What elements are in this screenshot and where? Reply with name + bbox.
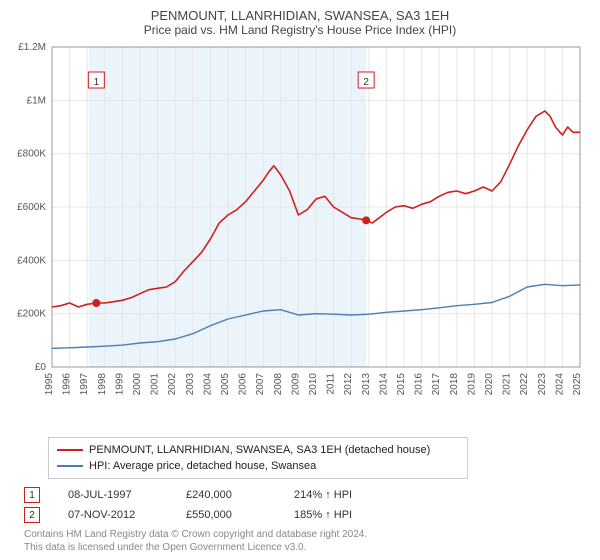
svg-text:£1.2M: £1.2M [18,42,46,53]
svg-text:£400K: £400K [17,255,46,266]
svg-text:£200K: £200K [17,309,46,320]
footnote-line: This data is licensed under the Open Gov… [24,542,588,555]
sale-date: 08-JUL-1997 [68,489,158,501]
sale-date: 07-NOV-2012 [68,509,158,521]
legend-swatch [57,449,83,451]
svg-text:2000: 2000 [132,373,143,396]
svg-text:2015: 2015 [396,373,407,396]
svg-text:£800K: £800K [17,149,46,160]
svg-text:2021: 2021 [502,373,513,396]
svg-text:2010: 2010 [308,373,319,396]
legend-label: PENMOUNT, LLANRHIDIAN, SWANSEA, SA3 1EH … [89,444,430,456]
svg-text:2020: 2020 [484,373,495,396]
sale-marker: 1 [24,487,40,503]
svg-text:£1M: £1M [27,95,46,106]
svg-text:2005: 2005 [220,373,231,396]
sales-table: 1 08-JUL-1997 £240,000 214% ↑ HPI 2 07-N… [24,485,588,525]
svg-text:1997: 1997 [79,373,90,396]
svg-text:2003: 2003 [185,373,196,396]
svg-text:2017: 2017 [431,373,442,396]
svg-text:2024: 2024 [554,373,565,396]
page-title: PENMOUNT, LLANRHIDIAN, SWANSEA, SA3 1EH [12,8,588,23]
chart-svg: £0 £200K £400K £600K £800K £1M £1.2M 1995 1996 19… [12,41,588,407]
svg-text:2011: 2011 [326,373,337,395]
svg-text:2025: 2025 [572,373,583,396]
svg-text:2012: 2012 [343,373,354,396]
svg-text:2004: 2004 [202,373,213,396]
legend-swatch [57,465,83,467]
table-row: 2 07-NOV-2012 £550,000 185% ↑ HPI [24,505,588,525]
svg-text:2002: 2002 [167,373,178,396]
sale-pct: 185% ↑ HPI [294,509,384,521]
svg-text:£0: £0 [35,362,47,373]
svg-text:1996: 1996 [62,373,73,396]
svg-text:2019: 2019 [466,373,477,396]
svg-text:2009: 2009 [290,373,301,396]
sale-price: £240,000 [186,489,266,501]
sale-marker: 2 [24,507,40,523]
svg-text:2023: 2023 [537,373,548,396]
legend-item: HPI: Average price, detached house, Swan… [57,458,459,474]
svg-text:£600K: £600K [17,202,46,213]
svg-text:1995: 1995 [44,373,55,396]
svg-text:1999: 1999 [114,373,125,396]
price-chart: £0 £200K £400K £600K £800K £1M £1.2M 1995 1996 19… [12,41,588,433]
svg-text:2014: 2014 [378,373,389,396]
svg-text:2013: 2013 [361,373,372,396]
footnote-line: Contains HM Land Registry data © Crown c… [24,529,588,542]
svg-text:2001: 2001 [150,373,161,396]
svg-text:2022: 2022 [519,373,530,396]
table-row: 1 08-JUL-1997 £240,000 214% ↑ HPI [24,485,588,505]
legend-item: PENMOUNT, LLANRHIDIAN, SWANSEA, SA3 1EH … [57,442,459,458]
svg-text:2008: 2008 [273,373,284,396]
svg-text:2016: 2016 [414,373,425,396]
legend-label: HPI: Average price, detached house, Swan… [89,460,316,472]
svg-text:1998: 1998 [97,373,108,396]
legend: PENMOUNT, LLANRHIDIAN, SWANSEA, SA3 1EH … [48,437,468,479]
svg-text:2007: 2007 [255,373,266,396]
sale-pct: 214% ↑ HPI [294,489,384,501]
footnote: Contains HM Land Registry data © Crown c… [24,529,588,554]
page-subtitle: Price paid vs. HM Land Registry's House … [12,23,588,37]
svg-text:1: 1 [94,77,100,88]
svg-text:2006: 2006 [238,373,249,396]
svg-text:2: 2 [363,77,369,88]
sale-price: £550,000 [186,509,266,521]
svg-text:2018: 2018 [449,373,460,396]
